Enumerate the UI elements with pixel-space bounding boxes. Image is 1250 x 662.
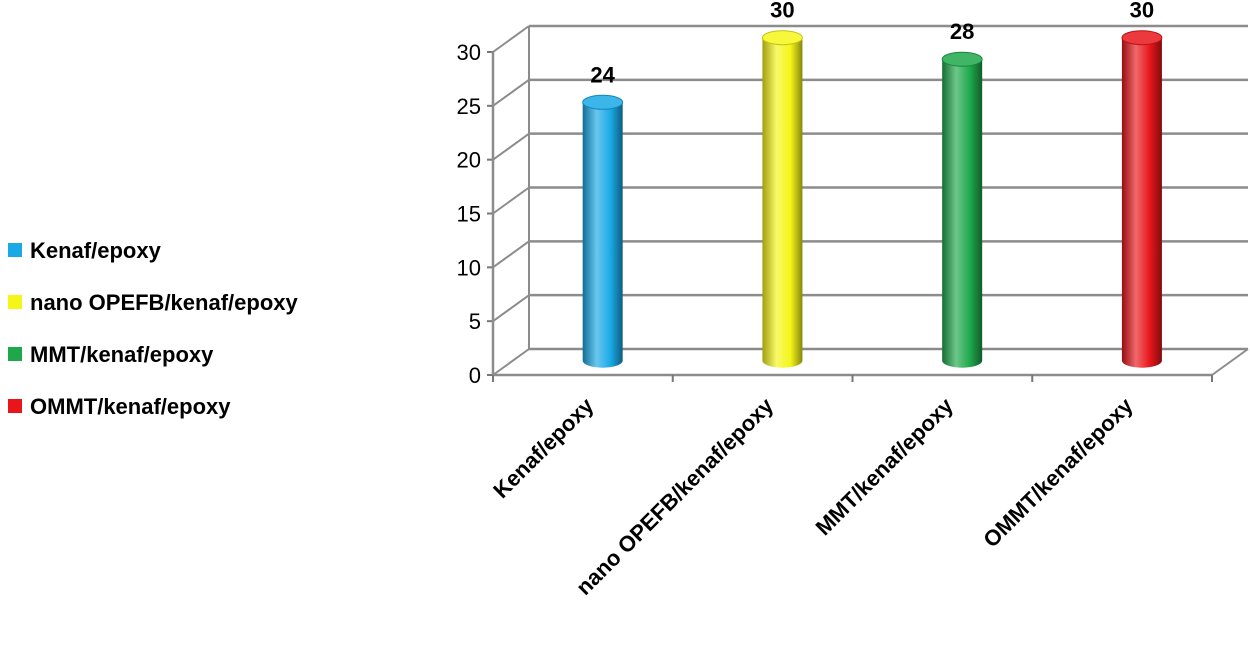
- axis-layer: 0 5 10 15 20 25 30: [457, 40, 1249, 388]
- gridline-side: [492, 132, 530, 161]
- legend-item: nano OPEFB/kenaf/epoxy: [8, 290, 298, 315]
- x-tick-label: Kenaf/epoxy: [488, 392, 599, 503]
- y-tick-label: 30: [457, 40, 481, 65]
- bar-top: [941, 51, 983, 67]
- y-tick-label: 15: [457, 202, 481, 227]
- gridline-side: [492, 348, 530, 376]
- legend: Kenaf/epoxy nano OPEFB/kenaf/epoxy MMT/ken…: [8, 238, 298, 419]
- gridline-side: [492, 294, 530, 322]
- legend-label: OMMT/kenaf/epoxy: [30, 394, 231, 419]
- data-label: 28: [950, 19, 974, 44]
- bar-body: [762, 37, 803, 368]
- legend-swatch: [8, 243, 22, 257]
- gridline-side: [492, 25, 530, 53]
- grid-layer: [492, 24, 1248, 376]
- x-tick-label: MMT/kenaf/epoxy: [811, 392, 959, 540]
- bar-body: [582, 102, 623, 368]
- bar: [582, 94, 624, 368]
- x-tick-label: nano OPEFB/kenaf/epoxy: [571, 392, 779, 600]
- data-label: 30: [1130, 0, 1154, 23]
- bar-layer: [582, 30, 1163, 368]
- bar: [761, 30, 803, 368]
- bar: [941, 51, 983, 368]
- legend-swatch: [8, 399, 22, 413]
- bar-top: [761, 30, 803, 46]
- y-tick-label: 5: [469, 309, 481, 334]
- bar-body: [1121, 37, 1162, 368]
- bar-top: [1121, 30, 1163, 46]
- bar-top: [582, 94, 624, 110]
- data-label: 24: [590, 62, 615, 87]
- gridline-side: [492, 79, 530, 107]
- legend-item: OMMT/kenaf/epoxy: [8, 394, 231, 419]
- legend-label: Kenaf/epoxy: [30, 238, 162, 263]
- y-tick-label: 0: [469, 363, 481, 388]
- legend-item: MMT/kenaf/epoxy: [8, 342, 214, 367]
- legend-item: Kenaf/epoxy: [8, 238, 162, 263]
- data-label: 30: [770, 0, 794, 23]
- gridline-side: [492, 240, 530, 269]
- legend-label: nano OPEFB/kenaf/epoxy: [30, 290, 298, 315]
- legend-label: MMT/kenaf/epoxy: [30, 342, 214, 367]
- bar: [1121, 30, 1163, 368]
- legend-swatch: [8, 295, 22, 309]
- x-tick-label: OMMT/kenaf/epoxy: [978, 392, 1138, 552]
- y-tick-label: 10: [457, 255, 481, 280]
- gridline-side: [492, 186, 530, 215]
- bar-body: [942, 59, 983, 368]
- floor-right-edge: [1211, 348, 1249, 376]
- y-tick-label: 20: [457, 148, 481, 173]
- y-tick-label: 25: [457, 94, 481, 119]
- legend-swatch: [8, 347, 22, 361]
